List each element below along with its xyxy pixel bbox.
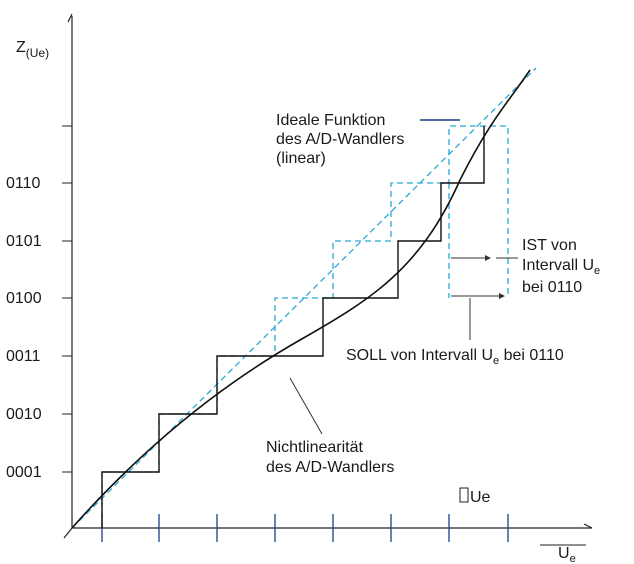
delta-symbol-box [459, 487, 469, 503]
origin-stub [63, 527, 73, 539]
ist-label-line1: IST von [522, 237, 577, 254]
y-tick-label: 0001 [6, 464, 42, 481]
y-axis-label: Z(Ue) [16, 39, 49, 60]
actual-staircase [101, 126, 485, 528]
ideal-label-line3: (linear) [276, 150, 326, 167]
y-axis-arrow [67, 13, 73, 23]
ideal-label-line2: des A/D-Wandlers [276, 131, 404, 148]
x-axis-label: Ue [558, 545, 576, 564]
nonlin-label-line1: Nichtlinearität [266, 439, 363, 456]
ideal-label-line1: Ideale Funktion [276, 112, 385, 129]
ideal-linear-line [71, 67, 537, 529]
y-tick-label: 0011 [6, 348, 41, 365]
soll-label: SOLL von Intervall Ue bei 0110 [346, 347, 564, 367]
nonlinear-curve [71, 69, 531, 529]
y-tick-label: 0010 [6, 406, 42, 423]
y-ticks [62, 125, 72, 473]
x-axis-arrow [583, 523, 593, 529]
delta-ue-label: Ue [470, 489, 491, 506]
nonlin-leader [289, 377, 323, 435]
nonlin-label-line2: des A/D-Wandlers [266, 459, 394, 476]
y-tick-label: 0100 [6, 290, 42, 307]
ist-label-line2: Intervall Ue [522, 257, 600, 277]
y-tick-label: 0110 [6, 175, 41, 192]
ist-label-line3: bei 0110 [522, 279, 582, 296]
y-tick-label: 0101 [6, 233, 42, 250]
